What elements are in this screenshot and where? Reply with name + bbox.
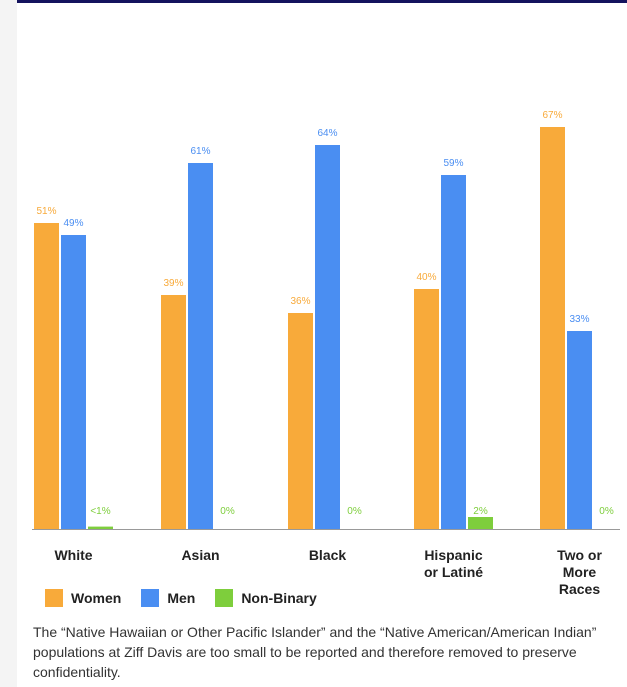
legend-label-women: Women bbox=[71, 590, 122, 606]
bar-nonbinary-hispanic-or-latin- bbox=[468, 517, 493, 529]
data-label-men-white: 49% bbox=[63, 218, 83, 229]
category-label-line: Two or bbox=[557, 547, 602, 563]
bar-men-two-or-more-races bbox=[567, 331, 592, 529]
bar-women-black bbox=[288, 313, 313, 529]
data-label-nonbinary-hispanic-or-latin-: 2% bbox=[473, 506, 488, 517]
data-label-men-hispanic-or-latin-: 59% bbox=[443, 158, 463, 169]
bar-men-hispanic-or-latin- bbox=[441, 175, 466, 529]
category-label-hispanic-or-latin-: Hispanic or Latiné bbox=[424, 547, 483, 580]
legend-swatch-men bbox=[141, 589, 160, 607]
bar-women-hispanic-or-latin- bbox=[414, 289, 439, 529]
data-label-women-black: 36% bbox=[290, 296, 310, 307]
legend-swatch-women bbox=[45, 589, 63, 607]
data-label-women-white: 51% bbox=[36, 206, 56, 217]
bar-nonbinary-white bbox=[88, 526, 113, 529]
data-label-nonbinary-asian: 0% bbox=[220, 506, 235, 517]
data-label-women-two-or-more-races: 67% bbox=[542, 110, 562, 121]
category-label-two-or-more-races: Two or More Races bbox=[557, 547, 602, 597]
legend-item-nonbinary: Non-Binary bbox=[215, 589, 317, 607]
data-label-nonbinary-white: <1% bbox=[90, 506, 110, 517]
data-label-nonbinary-black: 0% bbox=[347, 506, 362, 517]
legend-label-nonbinary: Non-Binary bbox=[241, 590, 317, 606]
legend: Women Men Non-Binary bbox=[45, 588, 337, 608]
bar-chart: 51% 49% <1% White 39% 61% 0% Asian 36% 64% 0% Black… bbox=[32, 110, 620, 597]
category-label-line: White bbox=[54, 547, 92, 563]
legend-label-men: Men bbox=[167, 590, 196, 606]
bar-women-two-or-more-races bbox=[540, 127, 565, 529]
bar-women-white bbox=[34, 223, 59, 529]
category-label-line: More bbox=[563, 564, 597, 580]
bar-men-white bbox=[61, 235, 86, 529]
bar-women-asian bbox=[161, 295, 186, 529]
data-label-men-two-or-more-races: 33% bbox=[569, 314, 589, 325]
category-label-line: or Latiné bbox=[424, 564, 483, 580]
data-label-men-black: 64% bbox=[317, 128, 337, 139]
category-label-white: White bbox=[54, 547, 92, 563]
category-label-line: Races bbox=[559, 581, 600, 597]
category-label-line: Hispanic bbox=[424, 547, 483, 563]
data-label-women-hispanic-or-latin-: 40% bbox=[416, 272, 436, 283]
data-label-women-asian: 39% bbox=[163, 278, 183, 289]
bar-men-black bbox=[315, 145, 340, 529]
legend-item-men: Men bbox=[141, 589, 195, 607]
category-label-black: Black bbox=[309, 547, 347, 563]
data-label-men-asian: 61% bbox=[190, 146, 210, 157]
category-label-asian: Asian bbox=[181, 547, 219, 563]
category-label-line: Asian bbox=[181, 547, 219, 563]
category-label-line: Black bbox=[309, 547, 347, 563]
footnote: The “Native Hawaiian or Other Pacific Is… bbox=[33, 624, 597, 680]
legend-item-women: Women bbox=[45, 589, 121, 607]
bar-men-asian bbox=[188, 163, 213, 529]
legend-swatch-nonbinary bbox=[215, 589, 234, 607]
data-label-nonbinary-two-or-more-races: 0% bbox=[599, 506, 614, 517]
